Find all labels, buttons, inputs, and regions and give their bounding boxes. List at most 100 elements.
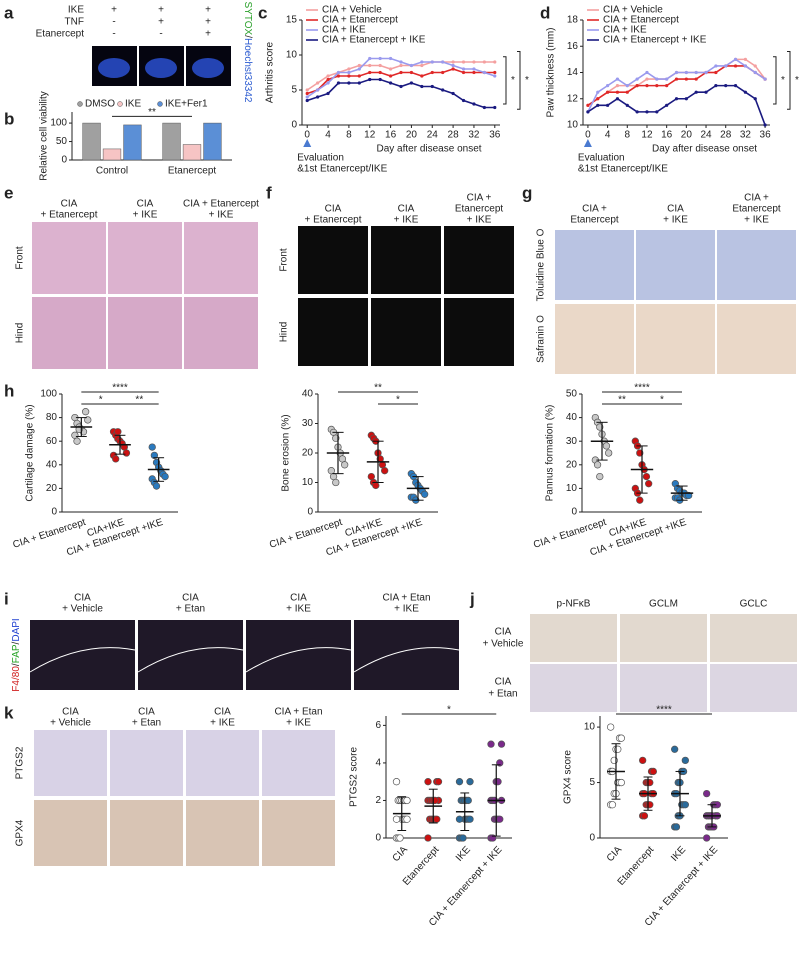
point xyxy=(743,90,747,94)
significance-label: ** xyxy=(618,395,626,406)
column-header: + IKE xyxy=(394,604,419,615)
point xyxy=(674,77,679,81)
image-tile xyxy=(555,230,634,300)
point xyxy=(684,77,688,81)
point xyxy=(655,77,659,81)
column-header: CIA + xyxy=(467,193,492,204)
point xyxy=(441,60,445,64)
point xyxy=(493,74,497,78)
x-tick-label: 28 xyxy=(448,130,460,141)
y-axis-title: PTGS2 score xyxy=(349,747,360,807)
point xyxy=(461,60,466,64)
y-axis-title: Cartilage damage (%) xyxy=(25,404,36,501)
y-tick-label: 0 xyxy=(307,507,313,518)
y-tick-label: 30 xyxy=(302,418,314,429)
point xyxy=(665,103,669,107)
image-tile xyxy=(34,800,107,866)
point xyxy=(617,778,625,787)
point xyxy=(617,734,625,742)
point xyxy=(73,437,81,445)
stain-part: DAPI xyxy=(11,618,22,641)
point xyxy=(645,110,649,114)
point xyxy=(671,745,679,753)
image-content xyxy=(98,58,130,78)
point xyxy=(305,88,309,92)
image-tile xyxy=(108,297,182,369)
point xyxy=(703,789,711,798)
point xyxy=(645,480,653,488)
bar xyxy=(123,124,142,161)
point xyxy=(392,778,401,786)
point xyxy=(472,67,476,71)
column-header: + IKE xyxy=(286,604,311,615)
image-tile xyxy=(246,620,351,690)
point xyxy=(81,408,90,416)
panel-letter: k xyxy=(4,703,14,722)
point xyxy=(704,70,708,75)
bar xyxy=(102,148,122,161)
point xyxy=(645,70,649,75)
legend-marker xyxy=(117,101,123,107)
column-header: + IKE xyxy=(209,210,234,221)
significance-label: ** xyxy=(374,383,382,394)
row-label: Toluidine Blue O xyxy=(536,228,547,301)
point xyxy=(743,64,747,68)
point xyxy=(399,60,403,64)
point xyxy=(388,67,393,71)
image-content xyxy=(192,58,224,78)
point xyxy=(724,64,728,68)
column-header: + Etanercept xyxy=(305,215,362,226)
row-label: GPX4 xyxy=(15,819,26,846)
image-tile xyxy=(717,304,796,374)
y-tick-label: 20 xyxy=(302,448,314,459)
point xyxy=(455,815,464,823)
point xyxy=(606,84,610,88)
point xyxy=(326,74,330,78)
column-header: + IKE xyxy=(133,210,158,221)
point xyxy=(378,63,382,68)
x-tick-label: Control xyxy=(96,166,128,177)
point xyxy=(336,81,341,85)
point xyxy=(606,90,610,94)
y-axis-title: GPX4 score xyxy=(563,750,574,804)
legend-label: CIA + Etanercept + IKE xyxy=(603,35,707,46)
point xyxy=(461,98,466,103)
column-header: + Vehicle xyxy=(62,604,103,615)
legend-label: CIA + Vehicle xyxy=(603,5,663,16)
column-header: CIA + xyxy=(582,204,607,215)
stain-part: / xyxy=(242,35,253,38)
point xyxy=(420,60,424,64)
point xyxy=(681,801,689,809)
row-label: + Vehicle xyxy=(483,639,524,650)
point xyxy=(396,834,404,842)
row-label: CIA xyxy=(495,677,512,688)
row-label: PTGS2 xyxy=(15,746,26,779)
annotation: Evaluation xyxy=(578,153,625,164)
point xyxy=(326,81,330,85)
y-tick-label: 50 xyxy=(56,136,68,147)
y-tick-label: 16 xyxy=(567,41,579,52)
point xyxy=(681,756,689,765)
image-tile xyxy=(371,298,441,366)
point xyxy=(482,70,486,75)
point xyxy=(399,84,403,89)
x-tick-label: 16 xyxy=(661,130,673,141)
significance-label: * xyxy=(447,705,451,716)
x-tick-label: 32 xyxy=(468,130,480,141)
point xyxy=(459,834,467,842)
point xyxy=(493,70,497,75)
point xyxy=(336,70,341,75)
image-tile xyxy=(32,297,106,369)
point xyxy=(714,84,718,88)
image-tile xyxy=(184,297,258,369)
point xyxy=(763,77,767,81)
point xyxy=(593,461,602,469)
column-header: + IKE xyxy=(663,215,688,226)
significance-label: * xyxy=(795,75,799,86)
column-header: + Vehicle xyxy=(50,718,91,729)
image-tile xyxy=(138,620,243,690)
y-tick-label: 14 xyxy=(567,67,579,78)
point xyxy=(615,77,620,81)
point xyxy=(409,63,414,68)
x-tick-label: 8 xyxy=(625,130,631,141)
